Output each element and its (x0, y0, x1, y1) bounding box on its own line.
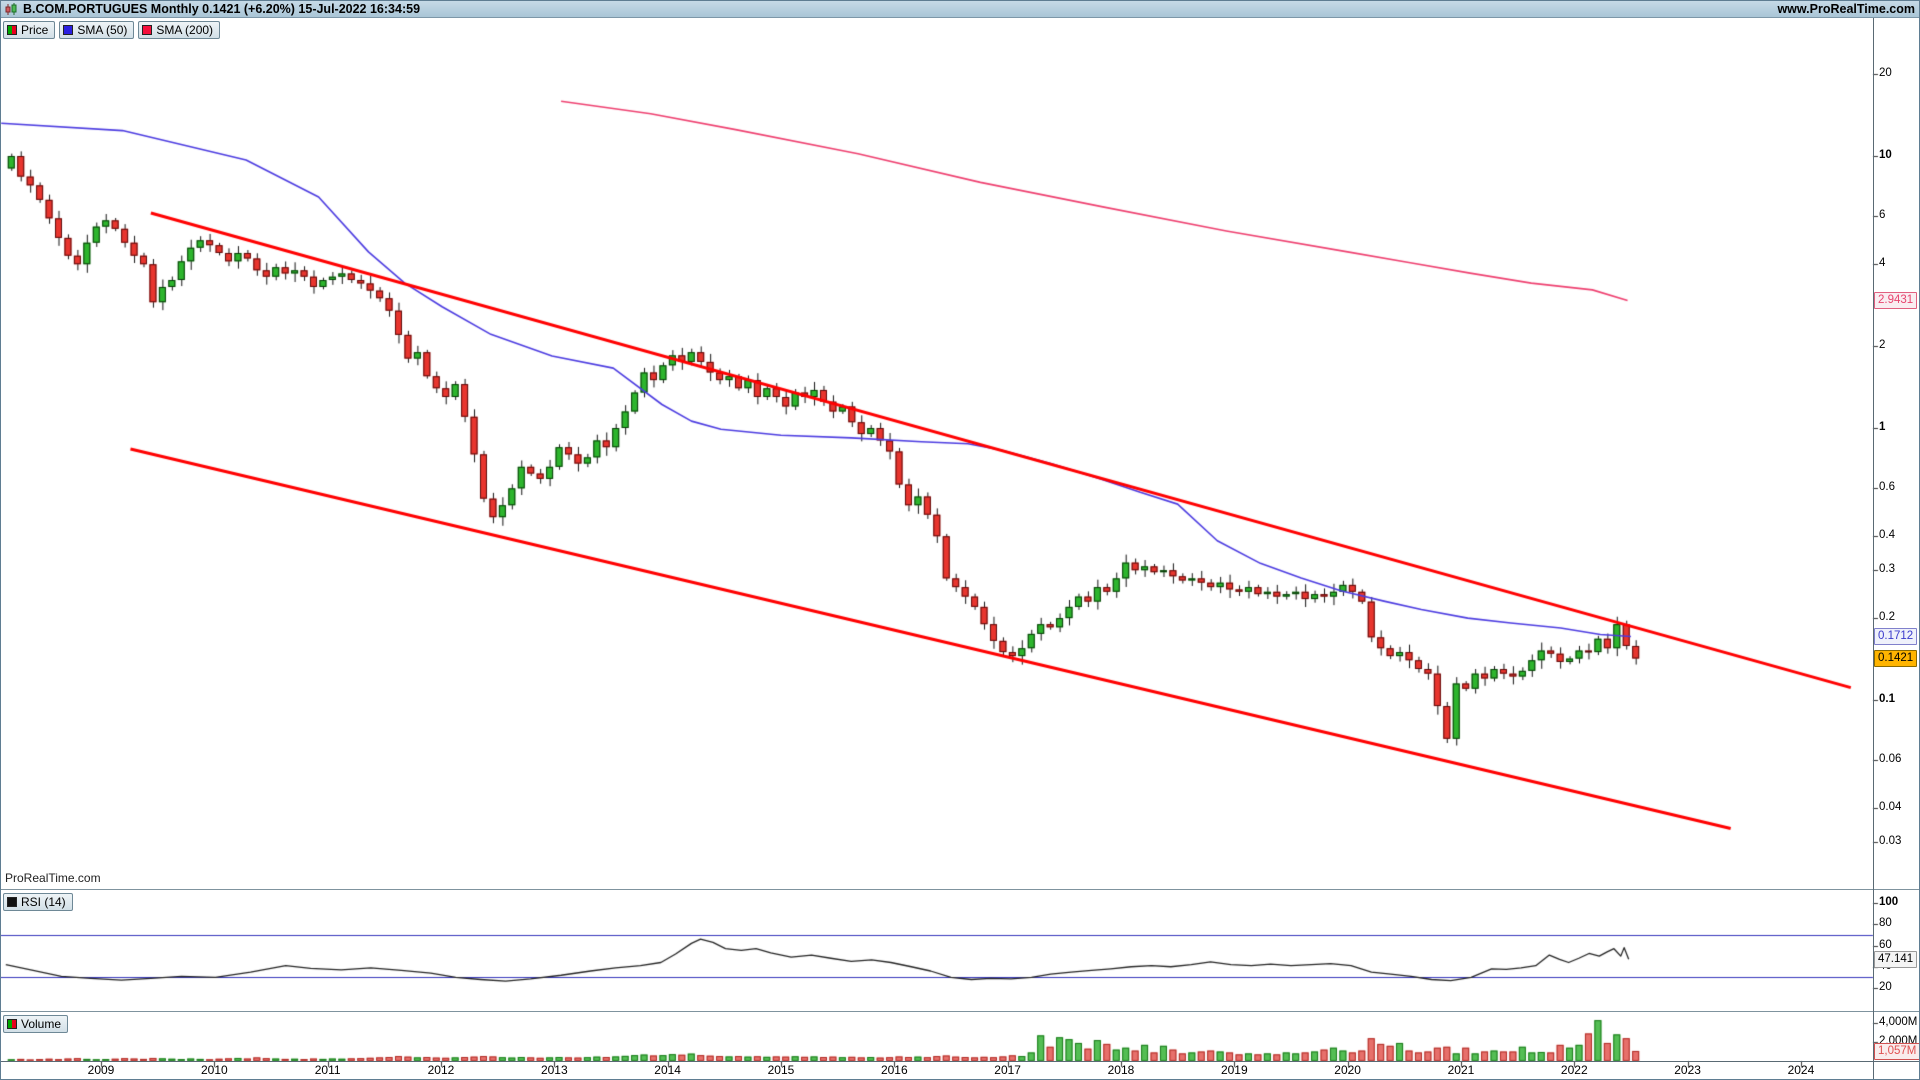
volume-icon (7, 1019, 17, 1029)
price-legend-row: Price SMA (50) SMA (200) (3, 21, 221, 39)
rsi-value-badge: 47.141 (1874, 951, 1918, 969)
year-label: 2016 (880, 1063, 908, 1077)
rsi-legend-row: RSI (14) (3, 893, 73, 911)
rsi-legend-label: RSI (14) (21, 895, 66, 909)
sma50-value-badge: 0.1712 (1874, 628, 1918, 646)
year-label: 2014 (654, 1063, 681, 1077)
price-tick-label: 0.3 (1879, 563, 1895, 576)
price-tick-label: 0.4 (1879, 529, 1895, 542)
price-tick-label: 0.6 (1879, 481, 1895, 494)
price-tick-label: 0.04 (1879, 801, 1902, 814)
price-tick-label: 20 (1879, 67, 1892, 80)
rsi-icon (7, 897, 17, 907)
price-tick-label: 0.2 (1879, 611, 1895, 624)
volume-legend-button[interactable]: Volume (3, 1015, 69, 1033)
year-label: 2019 (1220, 1063, 1248, 1077)
price-tick-label: 4 (1879, 257, 1886, 270)
price-tick-label: 0.1 (1879, 693, 1895, 705)
rsi-tick-label: 60 (1879, 938, 1892, 951)
rsi-legend-button[interactable]: RSI (14) (3, 893, 73, 911)
year-label: 2009 (87, 1063, 115, 1077)
sma200-legend-button[interactable]: SMA (200) (138, 21, 221, 39)
year-label: 2023 (1674, 1063, 1701, 1077)
year-label: 2020 (1334, 1063, 1361, 1077)
sma200-value-badge: 2.9431 (1874, 292, 1918, 310)
volume-legend-row: Volume (3, 1015, 69, 1033)
price-tick-label: 2 (1879, 339, 1886, 352)
price-tick-label: 10 (1879, 149, 1892, 161)
rsi-tick-label: 100 (1879, 896, 1899, 908)
year-label: 2015 (767, 1063, 795, 1077)
year-label: 2013 (540, 1063, 568, 1077)
sma200-icon (142, 25, 153, 35)
sma50-legend-button[interactable]: SMA (50) (59, 21, 135, 39)
year-label: 2012 (427, 1063, 455, 1077)
volume-value-badge: 1,057M (1874, 1042, 1919, 1060)
volume-tick-label: 4,000M (1879, 1016, 1918, 1028)
price-legend-label: Price (21, 23, 49, 37)
sma50-legend-label: SMA (50) (77, 23, 128, 37)
year-label: 2011 (314, 1063, 341, 1077)
year-label: 2024 (1787, 1063, 1815, 1077)
year-label: 2017 (994, 1063, 1021, 1077)
prorealtime-watermark: ProRealTime.com (5, 871, 101, 885)
price-tick-label: 0.06 (1879, 753, 1902, 766)
last-price-badge: 0.1421 (1874, 650, 1918, 668)
sma200-legend-label: SMA (200) (156, 23, 214, 37)
year-label: 2010 (200, 1063, 228, 1077)
year-label: 2018 (1107, 1063, 1135, 1077)
rsi-volume-separator (1, 1011, 1919, 1012)
rsi-tick-label: 20 (1879, 981, 1892, 993)
sma50-icon (63, 25, 74, 35)
year-label: 2022 (1560, 1063, 1588, 1077)
volume-legend-label: Volume (21, 1017, 62, 1031)
main-rsi-separator (1, 889, 1919, 890)
year-label: 2021 (1447, 1063, 1475, 1077)
price-tick-label: 1 (1879, 421, 1886, 433)
price-icon (7, 25, 17, 35)
rsi-tick-label: 80 (1879, 917, 1892, 930)
volume-baseline (1, 1061, 1919, 1062)
price-legend-button[interactable]: Price (3, 21, 56, 39)
price-axis-line (1873, 18, 1874, 1079)
price-tick-label: 6 (1879, 209, 1886, 222)
price-tick-label: 0.03 (1879, 835, 1902, 848)
